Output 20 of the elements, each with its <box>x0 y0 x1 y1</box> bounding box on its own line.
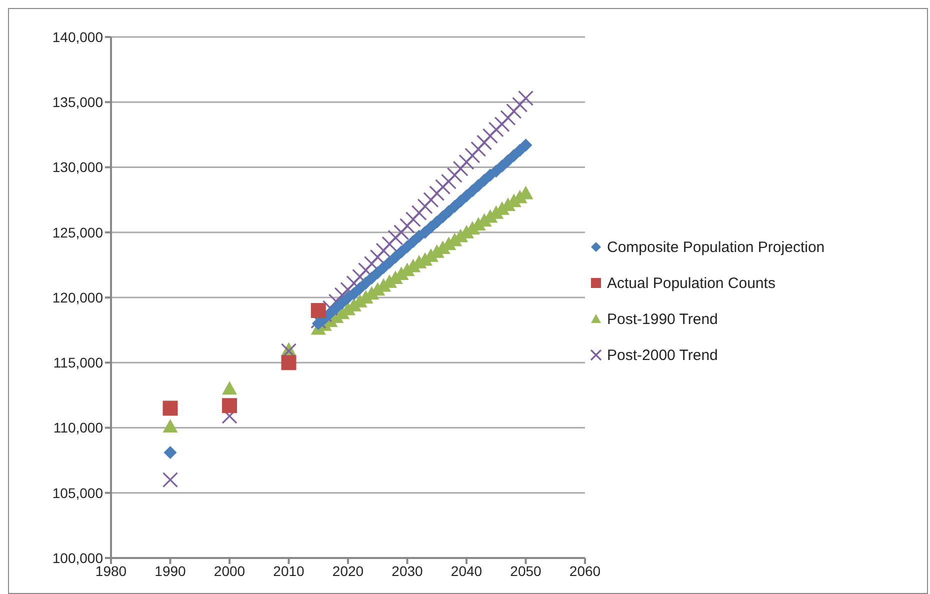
x-tick-label: 2000 <box>214 562 246 579</box>
y-tick-label: 110,000 <box>53 420 104 436</box>
y-tick-label: 105,000 <box>52 484 104 501</box>
x-tick-label: 2040 <box>450 562 482 579</box>
x-tick-label: 2010 <box>273 562 305 579</box>
y-tick-label: 140,000 <box>52 28 104 45</box>
legend-label: Post-2000 Trend <box>607 346 718 364</box>
x-tick-label: 2060 <box>569 562 601 579</box>
y-tick-label: 125,000 <box>52 224 104 240</box>
x-tick-label: 2030 <box>392 562 424 579</box>
x-tick-label: 2050 <box>510 562 542 579</box>
y-tick-label: 135,000 <box>52 94 104 110</box>
legend-label: Actual Population Counts <box>607 274 776 292</box>
y-tick-label: 130,000 <box>52 159 104 176</box>
legend-label: Post-1990 Trend <box>607 310 718 328</box>
x-tick-label: 1990 <box>154 562 186 579</box>
y-tick-label: 115,000 <box>53 354 104 371</box>
legend-label: Composite Population Projection <box>607 238 825 256</box>
y-tick-label: 120,000 <box>52 289 104 306</box>
x-tick-label: 2020 <box>332 562 364 579</box>
